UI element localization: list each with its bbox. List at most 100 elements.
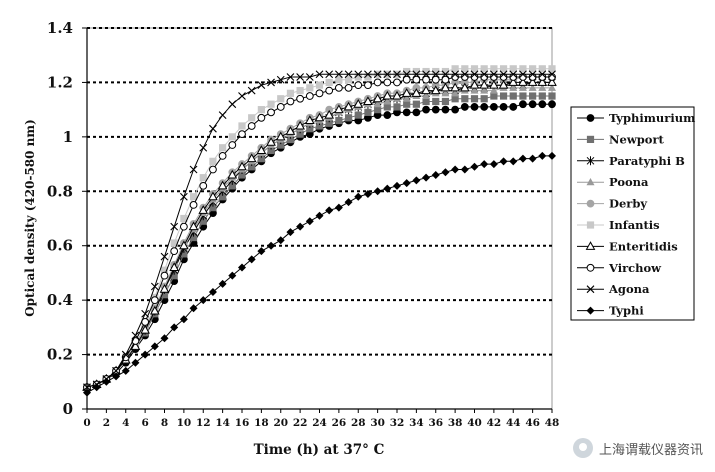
data-point — [412, 75, 421, 84]
data-point — [451, 105, 460, 114]
data-point — [459, 82, 470, 92]
data-point — [402, 179, 411, 188]
data-point — [344, 198, 353, 207]
data-point — [461, 65, 469, 73]
data-point — [402, 94, 411, 102]
data-point — [325, 206, 334, 215]
data-point — [548, 100, 556, 109]
data-point — [247, 255, 256, 264]
data-point — [180, 250, 188, 258]
data-point — [412, 100, 420, 108]
data-point — [430, 85, 441, 95]
data-point — [189, 200, 198, 209]
data-point — [508, 77, 519, 86]
data-point — [315, 70, 324, 79]
data-point — [489, 103, 498, 111]
data-point — [314, 112, 325, 122]
data-point — [451, 65, 459, 73]
data-point — [537, 77, 548, 86]
data-point — [276, 103, 285, 111]
data-point — [160, 334, 169, 343]
data-point — [353, 98, 364, 108]
x-tick-label: 14 — [215, 417, 230, 429]
y-tick-label: 1 — [63, 128, 73, 146]
data-point — [228, 100, 237, 109]
data-point — [150, 342, 159, 351]
data-point — [209, 165, 217, 174]
x-tick-label: 40 — [467, 417, 482, 429]
data-point — [344, 114, 353, 122]
data-point — [227, 169, 238, 179]
data-point — [354, 111, 362, 119]
data-point — [189, 193, 198, 201]
x-axis-ticks: 0 2 4 6 8 10 12 14 16 18 20 22 24 26 28 30 32 34 36 38 40 42 4… — [83, 409, 559, 429]
data-point — [335, 116, 343, 125]
data-point — [286, 89, 295, 97]
data-point — [364, 108, 372, 116]
data-point — [363, 96, 373, 105]
data-point — [305, 92, 314, 100]
data-point — [422, 97, 430, 106]
data-point — [412, 67, 420, 76]
data-point — [432, 97, 440, 106]
data-point — [509, 92, 517, 100]
data-point — [480, 70, 489, 79]
data-point — [219, 193, 227, 201]
data-point — [286, 135, 295, 144]
data-point — [237, 161, 247, 171]
data-point — [401, 88, 412, 97]
data-point — [246, 153, 257, 163]
data-point — [160, 252, 169, 261]
data-point — [150, 282, 159, 291]
data-point — [325, 86, 334, 95]
data-point — [170, 247, 179, 256]
legend-items: Typhimurium Newport Paratyphi B Poona Derby I… — [577, 111, 695, 318]
data-point — [277, 141, 285, 149]
data-point — [304, 115, 315, 125]
data-point — [383, 184, 392, 193]
x-tick-label: 30 — [370, 417, 385, 429]
data-point — [402, 70, 411, 79]
data-point — [335, 76, 343, 84]
data-point — [372, 93, 383, 103]
x-tick-label: 38 — [448, 417, 463, 429]
data-point — [547, 77, 557, 86]
legend-item: Typhi — [577, 304, 644, 318]
data-point — [131, 331, 140, 340]
data-point — [208, 191, 218, 201]
data-point — [218, 152, 227, 160]
data-point — [266, 137, 276, 146]
data-point — [383, 70, 392, 79]
data-point — [344, 83, 353, 92]
data-point — [470, 65, 479, 73]
data-point — [383, 97, 392, 105]
data-point — [480, 86, 489, 94]
data-point — [296, 73, 305, 81]
legend-label: Enteritidis — [609, 239, 678, 253]
data-point — [257, 247, 266, 256]
x-tick-label: 48 — [545, 417, 560, 429]
data-point — [460, 165, 469, 174]
data-point — [295, 120, 305, 130]
data-point — [412, 70, 421, 79]
legend-label: Derby — [609, 197, 647, 211]
y-axis-ticks: 0 0.2 0.4 0.6 0.8 1 1.2 1.4 — [47, 19, 87, 418]
x-tick-label: 4 — [122, 417, 129, 429]
data-point — [324, 109, 335, 119]
data-point — [267, 146, 275, 155]
data-point — [325, 119, 333, 127]
data-point — [373, 187, 382, 196]
data-point — [412, 176, 421, 185]
data-point — [325, 78, 333, 87]
legend-label: Typhimurium — [609, 111, 695, 125]
legend-label: Paratyphi B — [609, 154, 685, 168]
data-point — [315, 122, 324, 130]
y-tick-label: 0 — [63, 400, 73, 418]
data-point — [441, 89, 450, 97]
data-point — [519, 65, 527, 73]
y-tick-label: 0.2 — [47, 346, 73, 364]
data-point — [490, 92, 498, 100]
data-point — [228, 271, 237, 280]
data-point — [393, 103, 401, 111]
data-point — [489, 86, 498, 94]
